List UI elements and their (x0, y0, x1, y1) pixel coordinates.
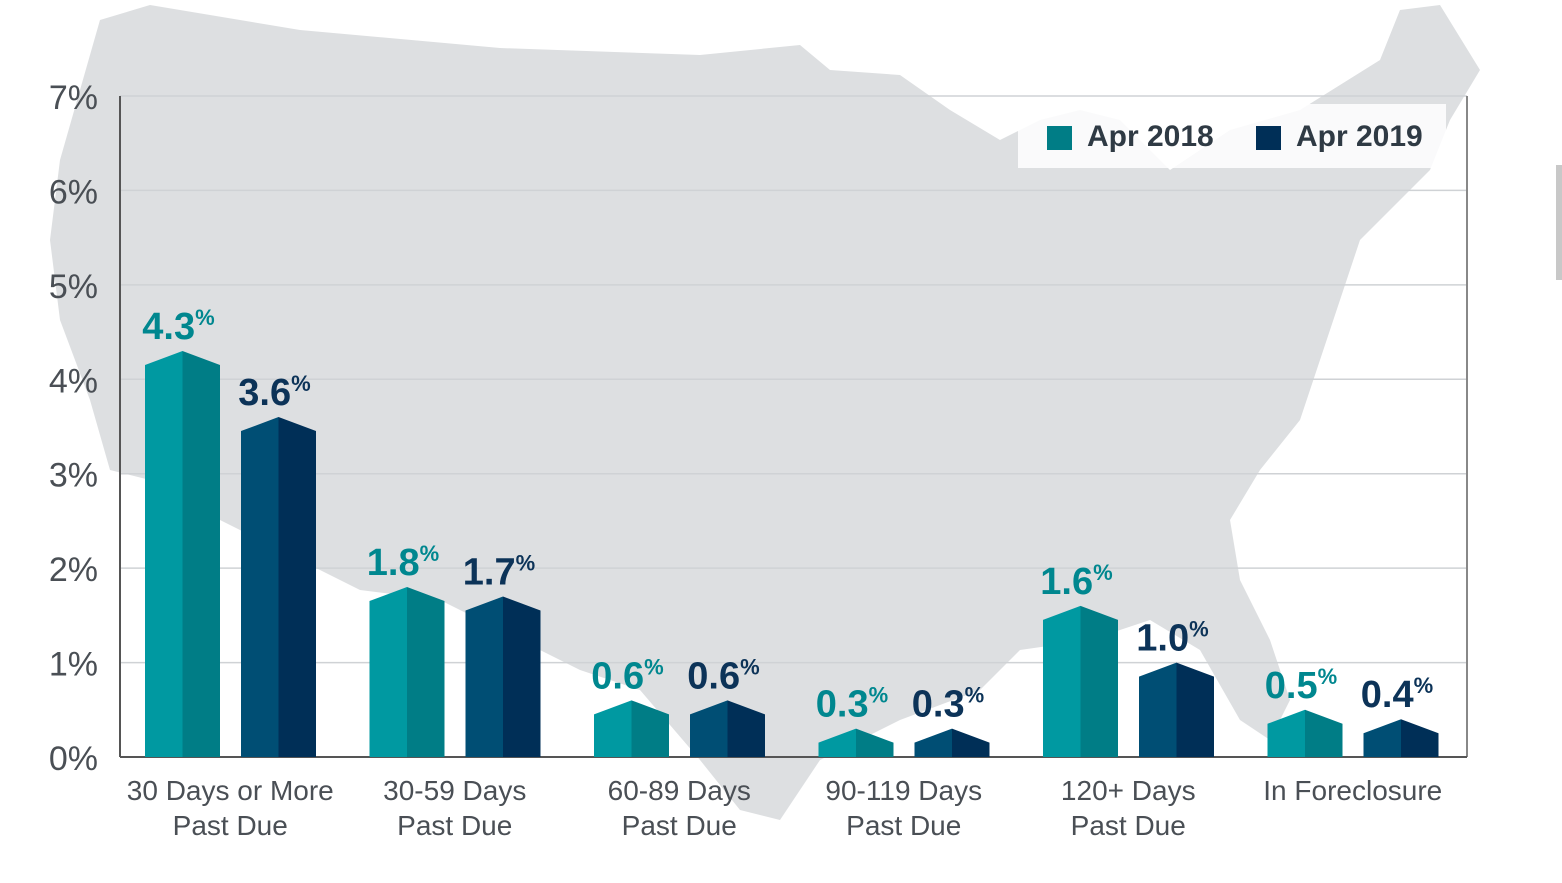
bar-apr-2018-left-face (369, 587, 407, 757)
data-label-suffix: % (869, 683, 889, 708)
data-label-suffix: % (420, 541, 440, 566)
x-tick-label: 90-119 Days (825, 775, 982, 806)
data-label-suffix: % (1414, 673, 1434, 698)
bar-apr-2018-left-face (594, 700, 632, 757)
bar-apr-2019-right-face (1176, 662, 1214, 757)
x-tick-label: 30 Days or More (127, 775, 334, 806)
bar-apr-2018-right-face (631, 700, 669, 757)
bar-apr-2019-left-face (241, 417, 279, 757)
y-tick-label: 5% (49, 268, 98, 306)
bar-apr-2019-right-face (727, 700, 765, 757)
bar-apr-2019-right-face (952, 728, 990, 757)
bar-apr-2018-left-face (1043, 605, 1081, 757)
bar-apr-2019-left-face (465, 596, 503, 757)
us-map-background (50, 5, 1480, 820)
bar-apr-2018-right-face (1080, 605, 1118, 757)
x-tick-label: Past Due (622, 810, 737, 841)
data-label: 4.3% (142, 305, 214, 348)
x-tick-label: Past Due (173, 810, 288, 841)
data-label-suffix: % (740, 654, 760, 679)
bar-apr-2019-right-face (278, 417, 316, 757)
bar-apr-2018-right-face (407, 587, 445, 757)
bar-apr-2018-left-face (1267, 709, 1305, 757)
bar-apr-2018-right-face (1305, 709, 1343, 757)
bar-apr-2018-left-face (145, 350, 183, 757)
data-label-suffix: % (1093, 560, 1113, 585)
legend-swatch (1047, 126, 1072, 150)
data-label: 0.4% (1361, 673, 1433, 716)
y-tick-label: 2% (49, 551, 98, 589)
legend-label: Apr 2018 (1087, 120, 1214, 153)
y-tick-label: 4% (49, 362, 98, 400)
x-tick-label: Past Due (846, 810, 961, 841)
y-tick-label: 7% (49, 79, 98, 117)
y-tick-label: 0% (49, 740, 98, 778)
data-label: 0.3% (816, 683, 888, 726)
data-label-suffix: % (965, 683, 985, 708)
bar-apr-2018-right-face (856, 728, 894, 757)
scrollbar[interactable] (1556, 165, 1562, 280)
bar-apr-2018-left-face (818, 728, 856, 757)
bar-apr-2019-left-face (1363, 719, 1401, 757)
legend-box (1018, 104, 1446, 168)
x-tick-label: 120+ Days (1061, 775, 1196, 806)
x-tick-label: 30-59 Days (383, 775, 526, 806)
data-label-suffix: % (516, 550, 536, 575)
bar-apr-2019-right-face (1401, 719, 1439, 757)
data-label-suffix: % (1318, 664, 1338, 689)
data-label: 1.0% (1136, 617, 1208, 660)
bar-apr-2019-right-face (503, 596, 541, 757)
x-tick-label: Past Due (1071, 810, 1186, 841)
x-tick-label: 60-89 Days (608, 775, 751, 806)
data-label-suffix: % (291, 371, 311, 396)
bar-apr-2019-left-face (1139, 662, 1177, 757)
x-tick-label: In Foreclosure (1263, 775, 1442, 806)
x-tick-label: Past Due (397, 810, 512, 841)
data-label: 0.5% (1265, 664, 1337, 707)
data-label: 0.3% (912, 683, 984, 726)
bar-apr-2018-right-face (182, 350, 220, 757)
bar-apr-2019-left-face (690, 700, 728, 757)
data-label-suffix: % (644, 654, 664, 679)
data-label: 1.6% (1040, 560, 1112, 603)
legend-label: Apr 2019 (1296, 120, 1423, 153)
y-tick-label: 3% (49, 457, 98, 495)
legend-swatch (1256, 126, 1281, 150)
data-label: 0.6% (687, 654, 759, 697)
data-label-suffix: % (195, 305, 215, 330)
y-tick-label: 6% (49, 173, 98, 211)
y-tick-label: 1% (49, 646, 98, 684)
data-label-suffix: % (1189, 617, 1209, 642)
bar-apr-2019-left-face (914, 728, 952, 757)
